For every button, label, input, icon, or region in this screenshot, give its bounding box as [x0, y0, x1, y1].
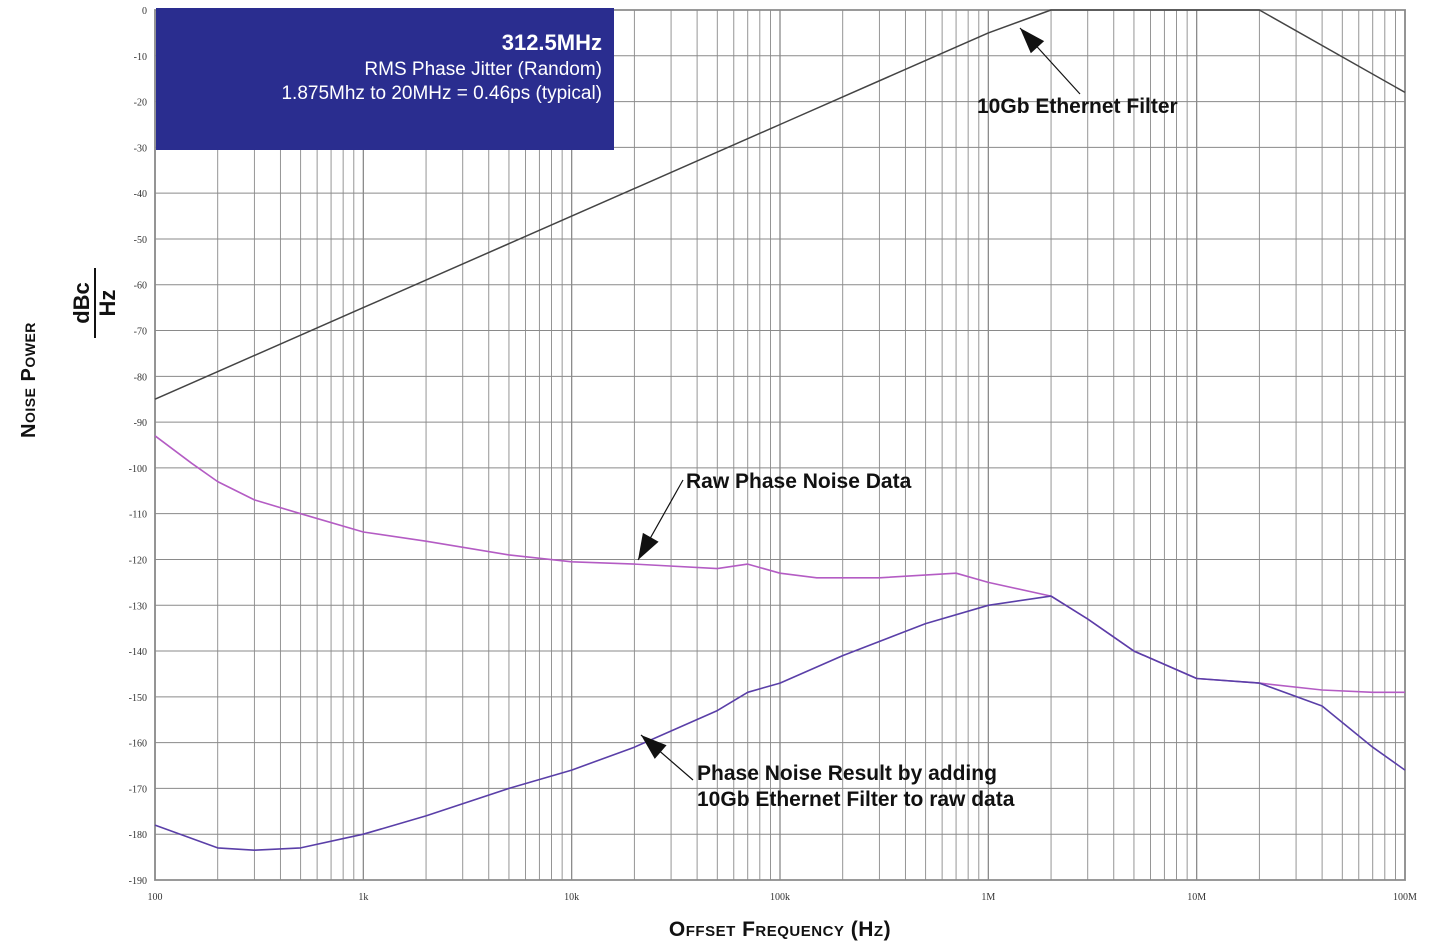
series-line-0: [154, 9, 1406, 400]
jitter-info-box: 312.5MHz RMS Phase Jitter (Random) 1.875…: [156, 8, 614, 150]
annotation-filter: 10Gb Ethernet Filter: [977, 95, 1178, 118]
arrow-filter-head: [1020, 28, 1045, 54]
y-tick-label: 0: [142, 6, 147, 17]
y-tick-label: -50: [134, 235, 147, 246]
y-tick-labels: 0 -10 -20 -30 -40 -50 -60 -70 -80 -90 -100 -110 -120…: [129, 6, 147, 887]
x-axis-label: Offset Frequency (Hz): [668, 918, 892, 941]
annotation-result-line1: Phase Noise Result by adding: [697, 762, 997, 785]
series-line-2: [154, 595, 1406, 852]
arrow-raw-head: [638, 532, 659, 560]
x-tick-label: 100: [148, 892, 163, 903]
x-tick-labels: 100 1k 10k 100k 1M 10M 100M: [148, 892, 1418, 903]
y-axis-unit-numerator: dBc: [69, 268, 96, 338]
y-tick-label: -140: [129, 647, 147, 658]
infobox-frequency: 312.5MHz: [501, 30, 602, 55]
y-tick-label: -160: [129, 739, 147, 750]
infobox-jitter-label: RMS Phase Jitter (Random): [364, 59, 602, 80]
y-tick-label: -30: [134, 143, 147, 154]
y-tick-label: -80: [134, 372, 147, 383]
infobox-jitter-value: 1.875Mhz to 20MHz = 0.46ps (typical): [281, 83, 602, 104]
annotation-result-line2: 10Gb Ethernet Filter to raw data: [697, 788, 1015, 811]
x-tick-label: 1k: [358, 892, 368, 903]
x-tick-label: 10k: [564, 892, 579, 903]
arrow-result-head: [641, 735, 667, 759]
y-tick-label: -100: [129, 464, 147, 475]
x-tick-label: 1M: [981, 892, 995, 903]
y-tick-label: -20: [134, 98, 147, 109]
x-tick-label: 10M: [1187, 892, 1206, 903]
y-tick-label: -60: [134, 281, 147, 292]
y-tick-label: -120: [129, 555, 147, 566]
x-tick-label: 100k: [770, 892, 790, 903]
y-tick-label: -170: [129, 784, 147, 795]
y-axis-label: Noise Power: [18, 322, 40, 438]
y-tick-label: -130: [129, 601, 147, 612]
y-axis-unit-denominator: Hz: [95, 289, 120, 317]
series-lines: [154, 9, 1406, 852]
y-tick-label: -190: [129, 876, 147, 887]
y-tick-label: -110: [129, 510, 147, 521]
y-tick-label: -40: [134, 189, 147, 200]
y-tick-label: -150: [129, 693, 147, 704]
y-tick-label: -180: [129, 830, 147, 841]
y-tick-label: -70: [134, 327, 147, 338]
x-tick-label: 100M: [1393, 892, 1417, 903]
annotation-arrows: [637, 27, 1081, 781]
y-tick-label: -90: [134, 418, 147, 429]
annotation-raw-data: Raw Phase Noise Data: [686, 470, 912, 493]
y-axis-unit: dBc Hz: [69, 268, 120, 338]
y-tick-label: -10: [134, 52, 147, 63]
